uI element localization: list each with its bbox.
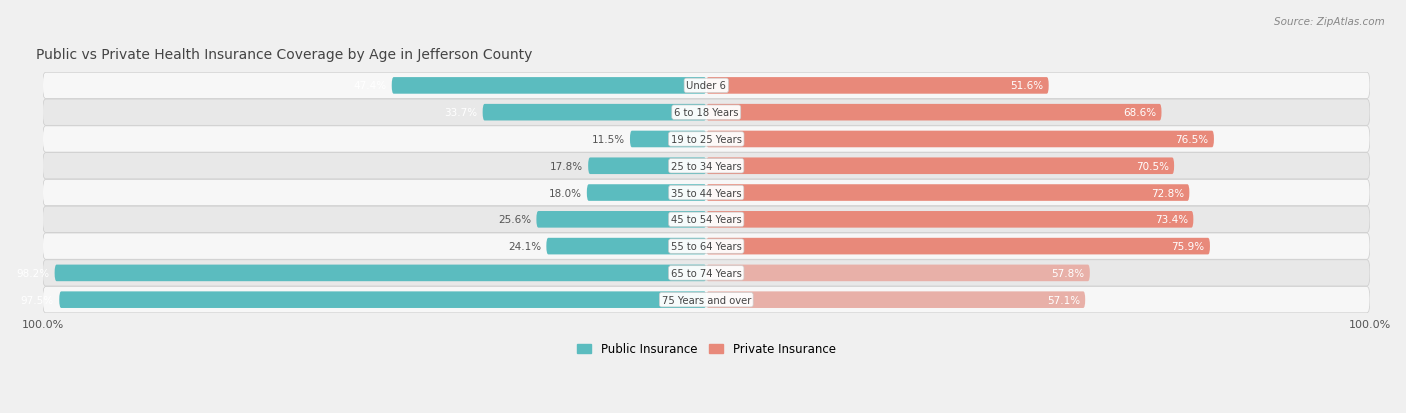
Text: 98.2%: 98.2% — [17, 268, 49, 278]
FancyBboxPatch shape — [706, 211, 1194, 228]
FancyBboxPatch shape — [55, 265, 706, 282]
FancyBboxPatch shape — [547, 238, 706, 255]
FancyBboxPatch shape — [42, 180, 1369, 206]
Text: 68.6%: 68.6% — [1123, 108, 1156, 118]
Text: 35 to 44 Years: 35 to 44 Years — [671, 188, 741, 198]
Text: 75 Years and over: 75 Years and over — [662, 295, 751, 305]
FancyBboxPatch shape — [59, 292, 706, 308]
Text: 65 to 74 Years: 65 to 74 Years — [671, 268, 742, 278]
FancyBboxPatch shape — [42, 100, 1369, 126]
Text: 33.7%: 33.7% — [444, 108, 477, 118]
FancyBboxPatch shape — [706, 158, 1174, 175]
FancyBboxPatch shape — [42, 233, 1369, 260]
Text: 24.1%: 24.1% — [508, 242, 541, 252]
Text: 6 to 18 Years: 6 to 18 Years — [673, 108, 738, 118]
Text: 73.4%: 73.4% — [1154, 215, 1188, 225]
Text: 70.5%: 70.5% — [1136, 161, 1168, 171]
Text: Under 6: Under 6 — [686, 81, 727, 91]
Text: 97.5%: 97.5% — [21, 295, 53, 305]
FancyBboxPatch shape — [706, 292, 1085, 308]
FancyBboxPatch shape — [586, 185, 706, 202]
Text: 11.5%: 11.5% — [592, 135, 624, 145]
FancyBboxPatch shape — [537, 211, 706, 228]
FancyBboxPatch shape — [706, 185, 1189, 202]
Text: 51.6%: 51.6% — [1011, 81, 1043, 91]
Legend: Public Insurance, Private Insurance: Public Insurance, Private Insurance — [572, 338, 841, 360]
FancyBboxPatch shape — [392, 78, 706, 95]
Text: 17.8%: 17.8% — [550, 161, 583, 171]
FancyBboxPatch shape — [42, 153, 1369, 179]
FancyBboxPatch shape — [42, 260, 1369, 286]
FancyBboxPatch shape — [706, 265, 1090, 282]
Text: 55 to 64 Years: 55 to 64 Years — [671, 242, 742, 252]
Text: 25.6%: 25.6% — [498, 215, 531, 225]
FancyBboxPatch shape — [42, 73, 1369, 99]
Text: 18.0%: 18.0% — [548, 188, 582, 198]
Text: 45 to 54 Years: 45 to 54 Years — [671, 215, 741, 225]
Text: 76.5%: 76.5% — [1175, 135, 1209, 145]
FancyBboxPatch shape — [588, 158, 706, 175]
FancyBboxPatch shape — [630, 131, 706, 148]
Text: 57.8%: 57.8% — [1052, 268, 1084, 278]
Text: 25 to 34 Years: 25 to 34 Years — [671, 161, 741, 171]
Text: 19 to 25 Years: 19 to 25 Years — [671, 135, 742, 145]
Text: 57.1%: 57.1% — [1046, 295, 1080, 305]
FancyBboxPatch shape — [42, 206, 1369, 233]
Text: 47.4%: 47.4% — [353, 81, 387, 91]
Text: Public vs Private Health Insurance Coverage by Age in Jefferson County: Public vs Private Health Insurance Cover… — [37, 48, 533, 62]
FancyBboxPatch shape — [706, 131, 1213, 148]
Text: Source: ZipAtlas.com: Source: ZipAtlas.com — [1274, 17, 1385, 26]
FancyBboxPatch shape — [42, 126, 1369, 153]
FancyBboxPatch shape — [706, 104, 1161, 121]
FancyBboxPatch shape — [42, 287, 1369, 313]
Text: 75.9%: 75.9% — [1171, 242, 1205, 252]
Text: 72.8%: 72.8% — [1152, 188, 1184, 198]
FancyBboxPatch shape — [482, 104, 706, 121]
FancyBboxPatch shape — [706, 238, 1211, 255]
FancyBboxPatch shape — [706, 78, 1049, 95]
